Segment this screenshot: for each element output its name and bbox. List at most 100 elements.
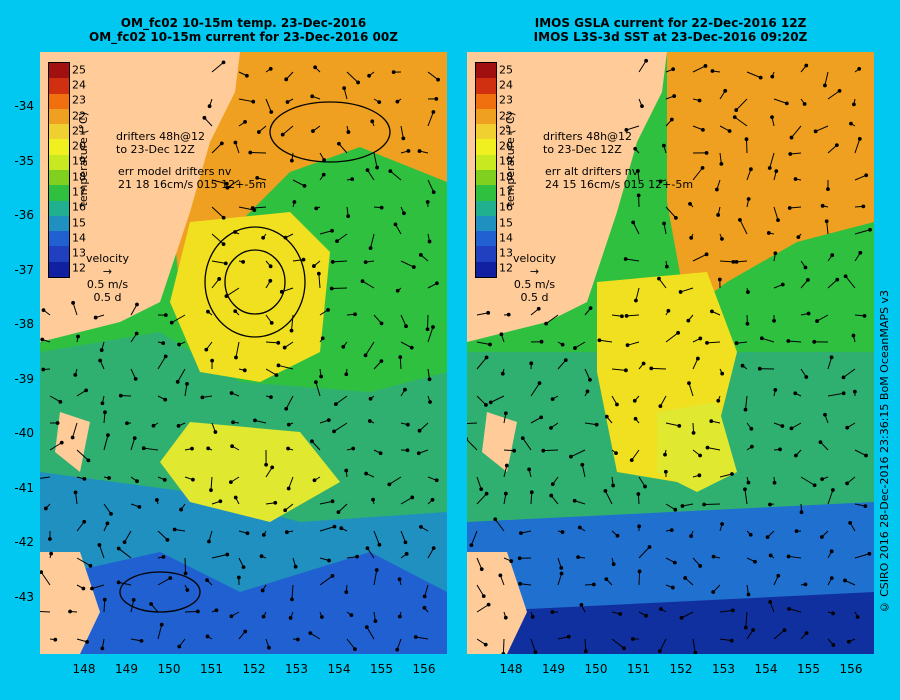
current-arrow-head [200,395,205,400]
current-arrow [692,253,707,262]
current-arrow-head [683,576,688,580]
current-arrow [665,422,680,427]
current-arrow-head [773,251,778,256]
current-arrow [130,304,138,316]
colorbar-label: 25 [72,63,86,77]
current-arrow [604,490,613,505]
current-arrow-head [395,99,400,104]
current-arrow [827,489,834,505]
current-arrow-head [530,614,535,619]
colorbar-segment [476,78,496,95]
current-arrow-head [242,368,247,373]
current-arrow-head [519,531,523,536]
current-arrow-head [172,527,177,532]
current-arrow [211,206,224,219]
current-arrow [238,98,254,103]
current-arrow-head [727,129,732,133]
current-arrow [627,341,640,346]
current-arrow [557,359,567,370]
current-arrow-head [40,570,44,575]
current-arrow-head [625,343,630,348]
current-arrow [157,577,171,586]
current-arrow [130,599,135,613]
current-arrow-head [374,568,379,572]
current-arrow-head [604,577,609,582]
current-arrow-head [738,217,742,222]
colorbar-label: 16 [499,200,513,214]
current-arrow-head [81,586,86,591]
current-arrow [476,395,487,406]
current-arrow-head [686,318,691,323]
current-arrow-head [479,567,484,572]
current-arrow-head [670,585,675,590]
current-arrow-head [676,330,680,335]
current-arrow-head [819,535,824,539]
current-arrow-head [329,286,334,291]
current-arrow-head [185,381,189,386]
colorbar-segment [49,93,69,110]
current-arrow [103,435,109,451]
current-arrow-head [58,399,63,404]
current-arrow-head [205,634,210,639]
current-arrow-head [49,551,54,556]
current-arrow [692,65,706,73]
current-arrow-head [794,453,798,458]
current-arrow [373,569,378,586]
current-arrow-head [48,537,52,541]
current-arrow-head [559,571,564,576]
current-arrow-head [133,376,138,381]
current-arrow-head [378,451,383,456]
current-arrow-head [663,469,668,474]
current-arrow [584,422,597,426]
velocity-legend: velocity → 0.5 m/s 0.5 d [513,252,556,304]
current-arrow [292,179,305,187]
current-arrow-head [486,602,491,607]
current-arrow [651,367,667,370]
current-arrow [816,314,829,322]
current-arrow-head [230,444,235,449]
current-arrow-head [843,274,848,279]
current-arrow [769,152,775,169]
current-arrow [427,179,435,193]
current-arrow-head [428,400,432,404]
current-arrow-head [313,65,318,70]
drifters-line2: to 23-Dec 12Z [116,143,195,156]
current-arrow [570,449,586,458]
colorbar-segment [476,124,496,140]
current-arrow-head [210,358,215,363]
current-arrow-head [493,517,498,522]
current-arrow [632,222,640,235]
left-map-title: OM_fc02 10-15m temp. 23-Dec-2016 OM_fc02… [40,16,447,44]
current-arrow [692,167,703,181]
current-arrow-head [851,333,856,338]
current-arrow-head [566,634,571,639]
current-arrow-head [273,500,278,505]
current-arrow-head [861,204,866,209]
current-arrow-head [820,203,825,208]
current-arrow-head [672,560,677,565]
current-arrow-head [422,594,427,599]
current-arrow-head [416,451,421,456]
current-arrow-head [255,175,260,180]
current-arrow-head [663,452,667,457]
current-arrow-head [253,418,257,423]
current-arrow-head [116,580,121,585]
current-arrow [719,609,733,613]
current-arrow-head [320,615,324,619]
current-arrow [365,341,375,356]
current-arrow-head [337,141,341,146]
current-arrow-head [789,426,794,431]
current-arrow-head [355,554,359,559]
current-arrow [143,447,159,451]
current-arrow [76,521,85,532]
current-arrow-head [758,75,763,80]
colorbar-label: 13 [72,246,86,260]
current-arrow-head [284,77,289,82]
current-arrow-head [335,239,339,244]
colorbar-segment [476,215,496,232]
current-arrow-head [787,607,791,611]
current-arrow-head [594,422,599,427]
current-arrow-head [776,573,781,578]
current-arrow-head [701,127,705,132]
current-arrow-head [851,102,856,107]
